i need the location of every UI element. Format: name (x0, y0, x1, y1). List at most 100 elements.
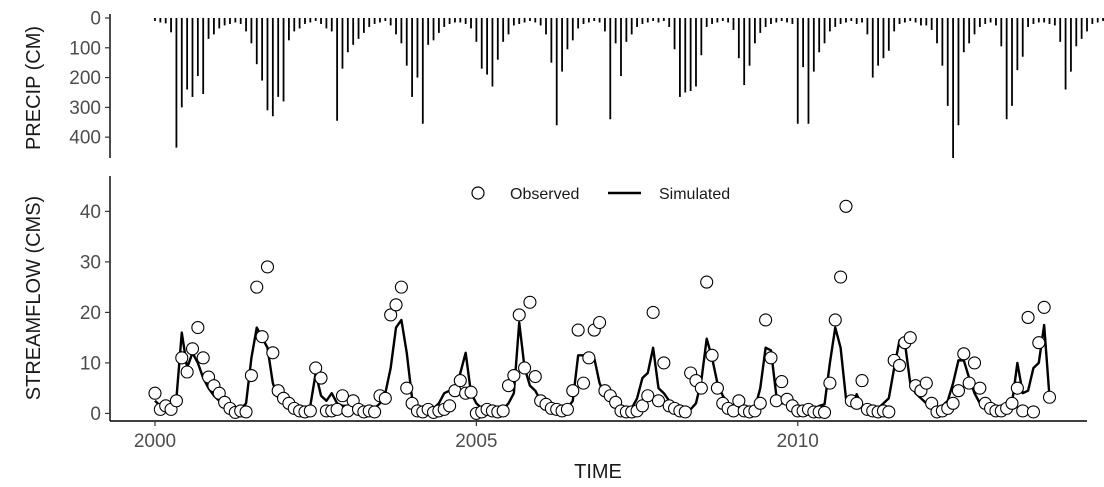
observed-point (185, 342, 200, 356)
observed-point (309, 361, 323, 375)
observed-point (501, 379, 516, 393)
observed-point (1010, 381, 1024, 395)
observed-point (443, 399, 457, 413)
observed-point (518, 361, 532, 375)
observed-point (384, 308, 398, 322)
precip-y-axis-title: PRECIP (CM) (23, 26, 45, 150)
observed-point (175, 351, 189, 365)
observed-point (330, 402, 344, 416)
observed-point (657, 356, 671, 370)
observed-point (576, 376, 591, 390)
observed-point (1026, 405, 1040, 419)
x-tick-label: 2005 (455, 431, 497, 452)
observed-point (651, 394, 666, 408)
observed-point (593, 315, 607, 330)
observed-point (646, 305, 660, 319)
observed-point (1032, 336, 1046, 350)
observed-point (694, 381, 708, 395)
observed-point (244, 368, 258, 383)
observed-point (759, 313, 773, 327)
observed-point (892, 358, 907, 372)
observed-point (769, 394, 783, 408)
observed-point (523, 295, 537, 309)
observed-point (850, 396, 864, 410)
observed-point (753, 396, 767, 410)
x-axis-title: TIME (574, 461, 622, 483)
observed-point (148, 386, 162, 400)
flow-y-ticks: 0 10 20 30 40 (80, 202, 110, 425)
observed-point (823, 376, 837, 390)
observed-point (394, 280, 408, 294)
legend-observed-label: Observed (510, 186, 579, 203)
precip-y-tick-label: 100 (69, 38, 101, 59)
observed-point (255, 330, 269, 344)
flow-y-tick-label: 10 (80, 353, 101, 374)
observed-point (528, 369, 542, 384)
observed-point (641, 389, 655, 403)
observed-point (951, 384, 965, 398)
observed-point (967, 356, 982, 370)
observed-point (566, 384, 580, 398)
observed-point (191, 320, 205, 335)
observed-point (260, 260, 275, 274)
observed-point (946, 396, 960, 410)
observed-point (180, 365, 194, 379)
precip-y-ticks: 0 100 200 300 400 (69, 9, 110, 149)
observed-point (732, 394, 746, 408)
observed-point (464, 385, 478, 399)
observed-point (1021, 310, 1035, 324)
legend-observed-marker (471, 186, 485, 200)
observed-point (1042, 390, 1057, 404)
observed-point (496, 404, 510, 418)
observed-point (1037, 300, 1051, 314)
precip-panel: 0 100 200 300 400 PRECIP (CM) (23, 9, 1104, 158)
observed-point (839, 199, 853, 213)
legend-simulated-label: Simulated (659, 186, 730, 203)
observed-point (560, 402, 574, 416)
observed-point (266, 346, 280, 360)
observed-point (368, 405, 382, 419)
flow-y-tick-label: 30 (80, 252, 101, 273)
observed-point (303, 404, 317, 418)
observed-point (582, 351, 596, 365)
observed-point (962, 376, 976, 390)
observed-point (335, 389, 350, 403)
precip-bars (154, 18, 1104, 158)
observed-point (400, 381, 414, 395)
observed-point (882, 405, 896, 419)
observed-point (1016, 404, 1030, 418)
precip-y-tick-label: 400 (69, 128, 101, 149)
precip-y-tick-label: 200 (69, 68, 101, 89)
observed-point (250, 280, 264, 294)
observed-point (678, 405, 692, 419)
legend: Observed Simulated (471, 186, 730, 203)
flow-y-tick-label: 0 (90, 404, 101, 425)
observed-point (828, 313, 842, 327)
observed-point (453, 374, 467, 388)
observed-point (817, 405, 832, 419)
flow-y-tick-label: 20 (80, 303, 101, 324)
observed-point (957, 347, 971, 361)
x-tick-label: 2000 (134, 431, 176, 452)
observed-point (919, 376, 933, 390)
observed-point (855, 374, 869, 388)
observed-point (512, 308, 526, 322)
observed-point (389, 298, 403, 312)
precip-y-tick-label: 300 (69, 98, 101, 119)
observed-point (834, 270, 848, 284)
observed-point (169, 394, 183, 408)
observed-series-points (148, 199, 1057, 420)
observed-point (196, 351, 210, 365)
observed-point (239, 405, 253, 419)
observed-point (507, 368, 521, 383)
x-tick-label: 2010 (777, 431, 819, 452)
observed-point (764, 351, 778, 365)
observed-point (705, 348, 719, 362)
observed-point (903, 331, 917, 345)
flow-y-tick-label: 40 (80, 202, 101, 223)
flow-x-ticks: 2000 2005 2010 (134, 421, 819, 452)
observed-point (775, 375, 789, 389)
observed-point (710, 381, 724, 395)
